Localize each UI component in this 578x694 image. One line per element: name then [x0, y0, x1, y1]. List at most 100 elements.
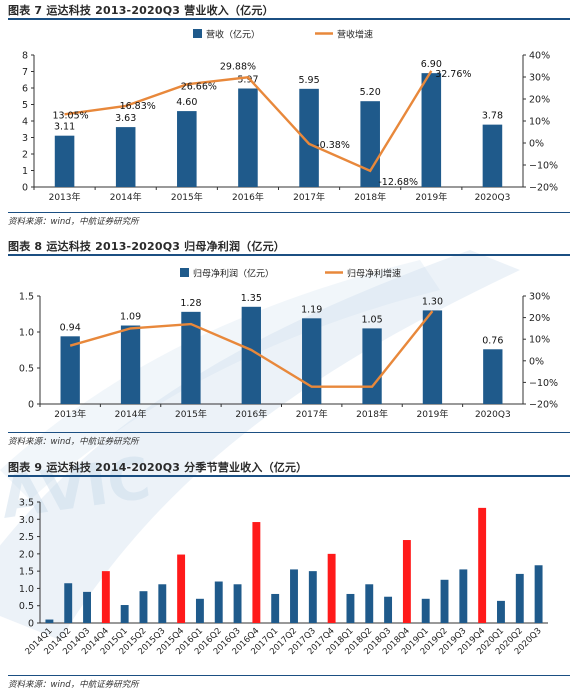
chart7-bar-label: 4.60 [176, 97, 197, 108]
chart7-bar-label: 3.63 [115, 113, 136, 124]
chart8-xtick-label: 2014年 [115, 408, 147, 420]
chart9-bar [459, 569, 468, 623]
chart7-ytick-label: 3 [22, 133, 28, 144]
chart7-y2tick-label: 30% [529, 73, 550, 84]
chart8-bar [60, 336, 80, 404]
chart8-legend-line-label: 归母净利增速 [347, 268, 401, 280]
chart8-bar [483, 349, 503, 404]
chart9-bar [421, 598, 430, 623]
chart7-y2tick-label: 10% [529, 117, 550, 128]
chart8-y2tick-label: 10% [529, 335, 550, 346]
chart7-line-label: -0.38% [316, 140, 350, 151]
chart7-xtick-label: 2013年 [49, 191, 81, 203]
chart8-top-rule [8, 254, 570, 256]
chart7-y2tick-label: −10% [529, 161, 558, 172]
chart7-bar [299, 88, 319, 187]
chart8-xtick-label: 2017年 [296, 408, 328, 420]
chart9-bar [195, 598, 204, 623]
chart7-bar [54, 135, 75, 187]
chart7-bar [360, 101, 380, 187]
chart8-ytick-label: 1.5 [19, 292, 34, 303]
chart7-legend-bar-swatch [193, 29, 202, 38]
chart7-bottom-rule [8, 212, 570, 213]
chart9-ytick-label: 0.5 [19, 601, 34, 612]
chart7-xtick-label: 2015年 [171, 191, 203, 203]
chart8-bar-label: 1.35 [241, 293, 262, 304]
chart7-title: 图表 7 运达科技 2013-2020Q3 营业收入（亿元） [8, 4, 274, 17]
chart9-ytick-label: 1.0 [19, 584, 34, 595]
chart9-bar [384, 596, 393, 623]
chart8-bar [362, 328, 382, 404]
chart9-bar [214, 581, 223, 623]
chart8-y2tick-label: −20% [529, 400, 558, 411]
chart9-bar [346, 593, 355, 623]
chart8-legend-bar-swatch [180, 268, 189, 277]
chart8-legend-bar-label: 归母净利润（亿元） [193, 268, 274, 280]
chart7-ytick-label: 8 [22, 51, 28, 62]
chart7-xtick-label: 2017年 [293, 191, 325, 203]
chart7-ytick-label: 5 [22, 100, 28, 111]
chart9-ytick-label: 3.0 [19, 515, 34, 526]
chart9-source: 资料来源：wind，中航证券研究所 [8, 680, 139, 690]
chart8-bar-label: 1.05 [361, 314, 382, 325]
chart7-line-label: -12.68% [378, 177, 418, 188]
chart7: 0 1 2 3 4 5 6 7 8 −20% −10% 0% 10% 20% 30% 40% 3.11 3.63 4… [22, 29, 558, 204]
chart7-y2tick-label: −20% [529, 183, 558, 194]
chart7-ytick-label: 2 [22, 150, 28, 161]
chart7-ytick-label: 4 [22, 117, 28, 128]
chart8-title: 图表 8 运达科技 2013-2020Q3 归母净利润（亿元） [8, 240, 285, 253]
chart7-ytick-label: 1 [22, 166, 28, 177]
chart9-bar [139, 591, 148, 623]
chart7-xtick-label: 2020Q3 [475, 193, 511, 203]
chart7-bar-label: 3.78 [482, 111, 503, 122]
chart9-ytick-label: 2.0 [19, 549, 34, 560]
chart8: 0 0.5 1.0 1.5 −20% −10% 0% 10% 20% 30% 0.94 1.09 1.2… [19, 268, 558, 421]
chart9-title: 图表 9 运达科技 2014-2020Q3 分季节营业收入（亿元） [8, 461, 308, 474]
chart8-y2tick-label: −10% [529, 378, 558, 389]
chart8-bar-label: 1.09 [120, 312, 141, 323]
chart9-ytick-label: 1.5 [19, 567, 34, 578]
chart9-bar [233, 584, 242, 623]
chart8-bar [302, 318, 322, 404]
chart7-ytick-label: 6 [22, 84, 28, 95]
chart8-bar-label: 0.94 [60, 322, 81, 333]
chart8-bar [422, 310, 443, 404]
chart9-bar [515, 573, 524, 623]
chart7-bar-label: 5.95 [298, 75, 319, 86]
chart7-line-label: 13.05% [52, 110, 88, 121]
chart9-bar [440, 579, 449, 623]
chart8-xtick-label: 2019年 [416, 408, 448, 420]
chart7-bar [115, 127, 136, 187]
chart7-bar [482, 124, 503, 187]
chart9-bar [402, 540, 411, 623]
chart7-xtick-label: 2018年 [354, 191, 386, 203]
chart8-bottom-rule [8, 432, 570, 433]
chart7-line-label: 29.88% [220, 61, 256, 72]
chart7-ytick-label: 7 [22, 67, 28, 78]
chart9-bar [64, 583, 73, 623]
chart8-ytick-label: 0 [28, 400, 34, 411]
chart8-bar-label: 0.76 [482, 335, 503, 346]
chart7-line-label: 26.66% [181, 81, 217, 92]
chart8-bar-label: 1.30 [422, 296, 443, 307]
chart8-xtick-label: 2013年 [54, 408, 86, 420]
chart7-bar-label: 5.97 [237, 74, 258, 85]
chart8-ytick-label: 1.0 [19, 328, 34, 339]
chart8-bar [181, 311, 201, 404]
chart9-bar [365, 584, 374, 623]
chart8-y2tick-label: 30% [529, 292, 550, 303]
chart9-bar [252, 522, 261, 623]
chart7-source: 资料来源：wind，中航证券研究所 [8, 217, 139, 227]
chart7-legend-bar-label: 营收（亿元） [206, 29, 260, 41]
chart7-top-rule [8, 18, 570, 20]
chart9-bar [158, 584, 167, 623]
chart8-y2tick-label: 0% [529, 356, 544, 367]
chart8-bar [241, 306, 261, 404]
chart7-line-label: 32.76% [435, 69, 471, 80]
chart7-y2tick-label: 20% [529, 95, 550, 106]
chart7-growth-line [64, 70, 433, 173]
chart9-bar [177, 554, 186, 623]
chart8-source: 资料来源：wind，中航证券研究所 [8, 437, 139, 447]
chart9-top-rule [8, 475, 570, 477]
chart8-growth-line [69, 310, 434, 388]
